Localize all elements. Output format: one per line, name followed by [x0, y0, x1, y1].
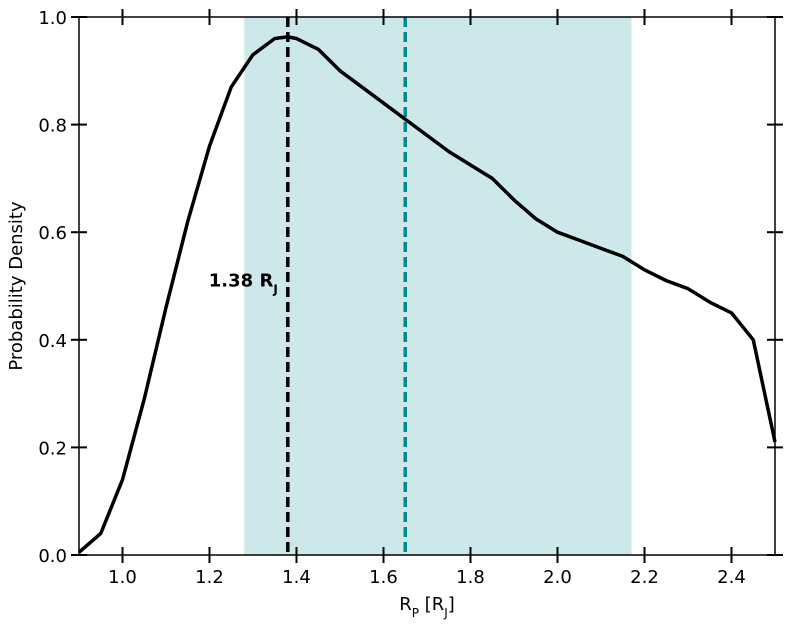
shaded-span: [244, 17, 632, 555]
x-tick-label: 1.0: [108, 567, 137, 588]
x-tick-label: 2.2: [630, 567, 659, 588]
x-axis-label-part: [R: [419, 594, 444, 615]
x-axis-label-part: P: [412, 606, 419, 620]
plot-frame: [78, 16, 776, 556]
x-axis-label-part: ]: [448, 594, 455, 615]
y-tick-label: 0.4: [38, 331, 67, 352]
y-tick-label: 0.8: [38, 116, 67, 137]
x-tick-label: 1.6: [369, 567, 398, 588]
y-tick-label: 0.2: [38, 438, 67, 459]
x-tick-label: 2.0: [543, 567, 572, 588]
y-tick-label: 0.0: [38, 546, 67, 567]
x-axis-label: RP [RJ]: [399, 594, 455, 620]
annotation: 1.38 RJ: [209, 271, 278, 297]
x-axis-label-part: J: [443, 606, 448, 620]
x-axis-label-part: R: [399, 594, 412, 615]
x-tick-label: 1.4: [282, 567, 311, 588]
x-tick-label: 1.8: [456, 567, 485, 588]
y-axis-label: Probability Density: [6, 201, 27, 371]
y-tick-label: 1.0: [38, 8, 67, 29]
annotation-part: 1.38 R: [209, 271, 274, 292]
x-tick-label: 2.4: [717, 567, 746, 588]
density-line: [77, 35, 777, 554]
y-tick-label: 0.6: [38, 223, 67, 244]
x-tick-label: 1.2: [195, 567, 224, 588]
annotation-part: J: [272, 283, 277, 297]
